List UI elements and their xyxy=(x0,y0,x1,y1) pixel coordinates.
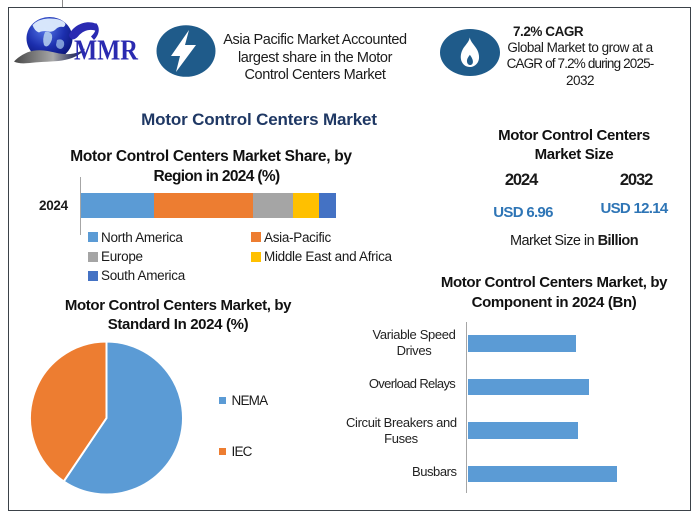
svg-text:MMR: MMR xyxy=(74,35,139,67)
